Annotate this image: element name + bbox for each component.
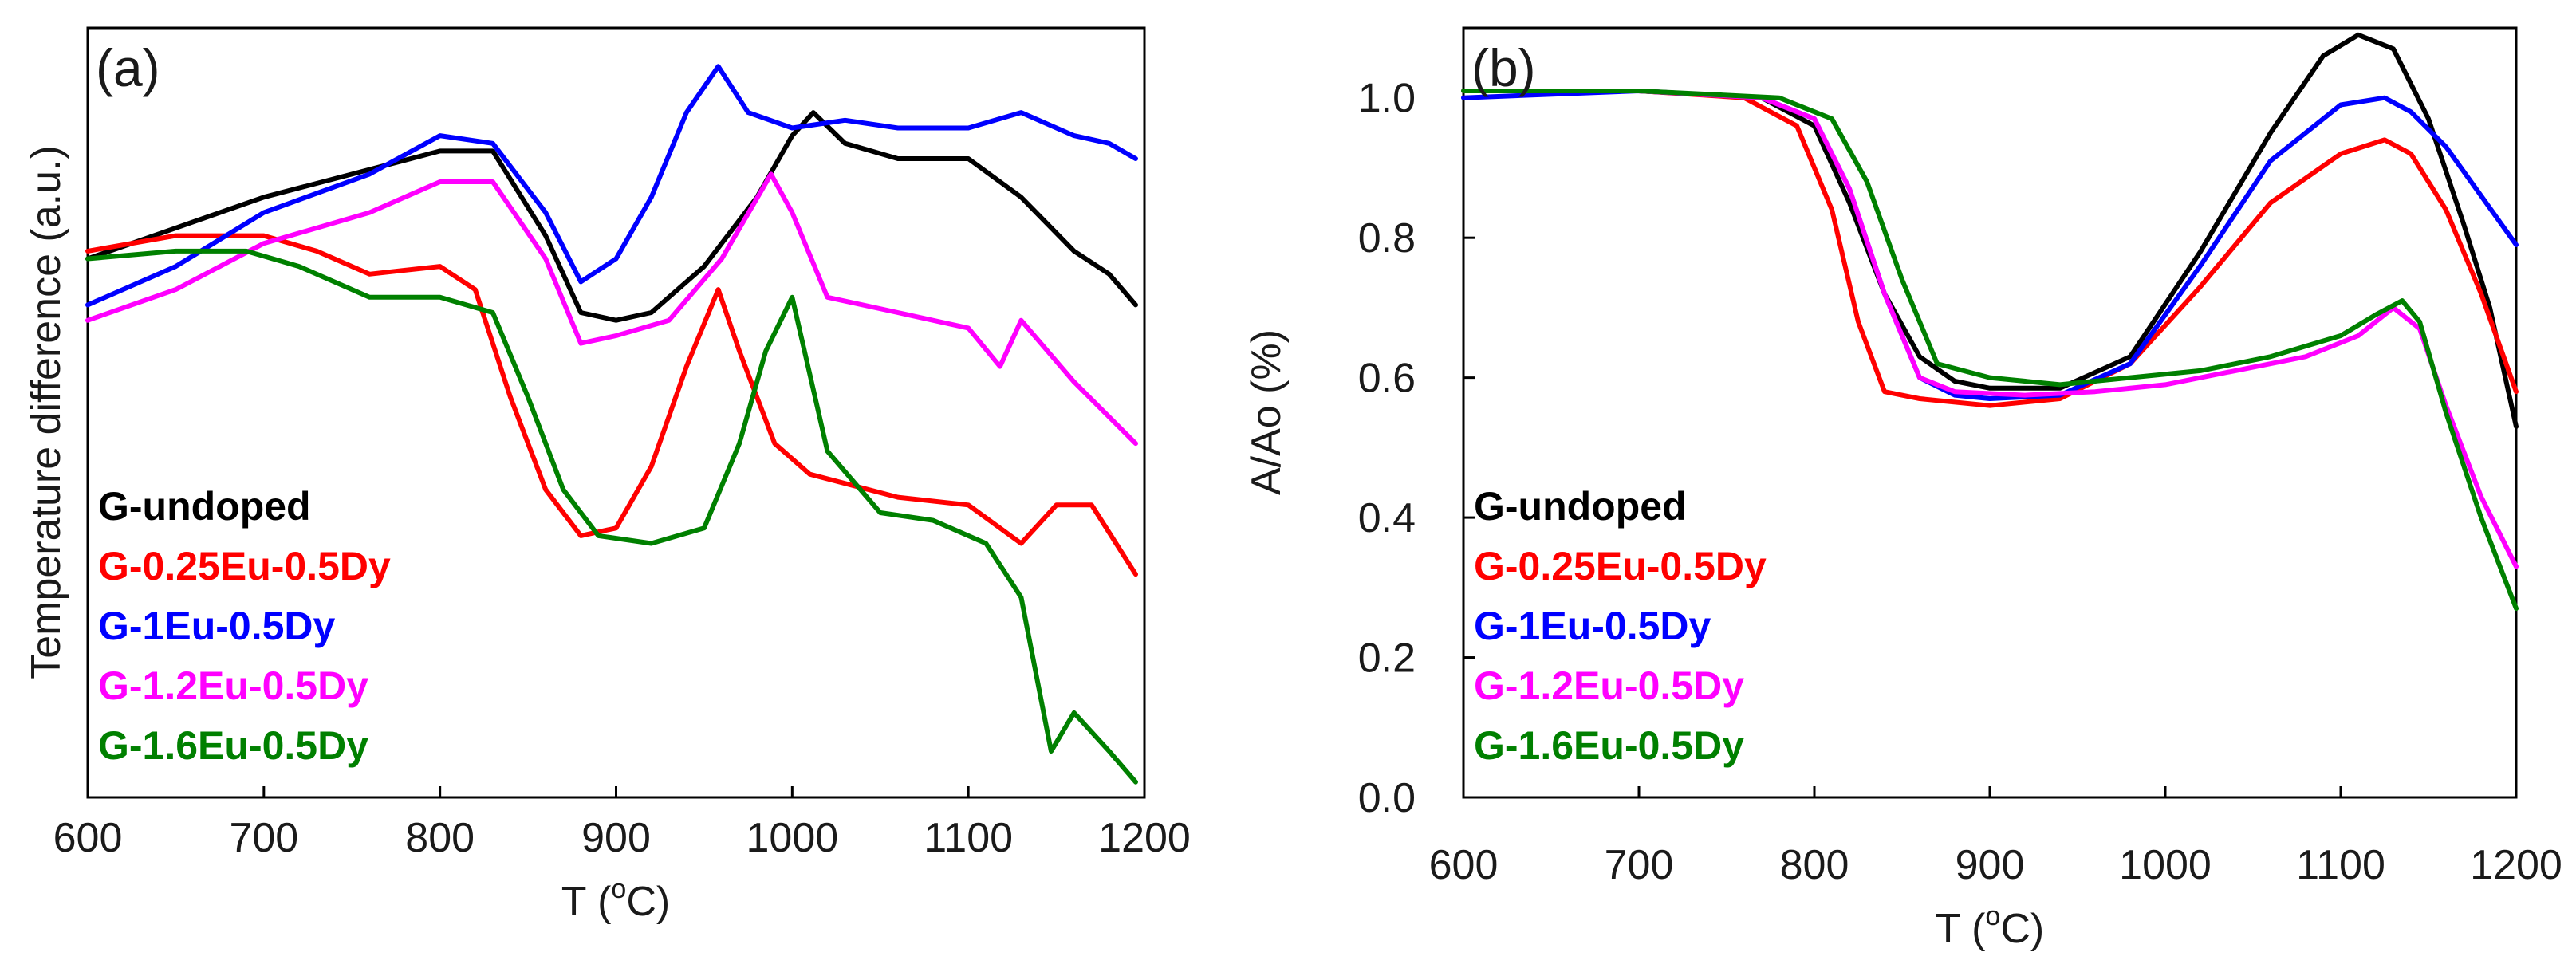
legend-entry-a-3: G-1.2Eu-0.5Dy (98, 663, 368, 708)
series-line-b-1 (1461, 89, 2519, 408)
legend-entry-b-0: G-undoped (1474, 484, 1687, 529)
panel-b: 600 700 800 900 1000 1100 1200 0.0 0.2 0.4 0.6 0.8 1… (1243, 26, 2562, 952)
x-tick-label-a-6: 1200 (1098, 815, 1191, 861)
legend-entry-a-2: G-1Eu-0.5Dy (98, 604, 336, 648)
x-axis-title-b-start: T ( (1936, 906, 1986, 952)
series-line-b-0 (1461, 32, 2519, 429)
legend-entry-b-4: G-1.6Eu-0.5Dy (1474, 723, 1744, 768)
ticks-b: 600 700 800 900 1000 1100 1200 0.0 0.2 0.4 0.6 0.8 1… (1358, 76, 2562, 888)
x-axis-title-a-sup: o (611, 874, 626, 904)
y-axis-title-a: Temperature difference (a.u.) (23, 145, 69, 679)
y-tick-label-b-2: 0.4 (1358, 495, 1416, 541)
series-line-a-1 (85, 233, 1138, 577)
series-line-a-0 (85, 110, 1138, 323)
x-tick-label-b-6: 1200 (2470, 842, 2562, 888)
x-tick-label-a-5: 1100 (924, 815, 1013, 861)
series-lines-a (85, 64, 1138, 785)
x-tick-label-b-4: 1000 (2119, 842, 2212, 888)
series-line-b-2 (1461, 89, 2519, 401)
x-tick-label-b-0: 600 (1429, 842, 1499, 888)
series-line-b-4 (1461, 89, 2519, 612)
x-axis-title-b-sup: o (1985, 901, 2000, 931)
x-tick-label-b-1: 700 (1605, 842, 1674, 888)
x-tick-label-b-5: 1100 (2296, 842, 2385, 888)
panel-label-b: (b) (1471, 38, 1536, 97)
x-tick-label-a-4: 1000 (746, 815, 838, 861)
y-tick-label-b-4: 0.8 (1358, 215, 1416, 262)
x-axis-title-b-end: C) (2000, 906, 2044, 952)
legend-entry-a-4: G-1.6Eu-0.5Dy (98, 723, 368, 768)
x-tick-label-b-2: 800 (1780, 842, 1849, 888)
legend-entry-a-1: G-0.25Eu-0.5Dy (98, 544, 391, 588)
x-ticks-a: 600 700 800 900 1000 1100 1200 (53, 786, 1191, 861)
series-lines-b (1461, 32, 2519, 612)
legend-entry-b-2: G-1Eu-0.5Dy (1474, 604, 1711, 648)
y-tick-label-b-0: 0.0 (1358, 775, 1416, 821)
series-line-a-4 (85, 248, 1138, 785)
panel-a: 600 700 800 900 1000 1100 1200 (a) Temperature… (23, 26, 1191, 925)
panel-label-a: (a) (96, 38, 160, 97)
legend-entry-a-0: G-undoped (98, 484, 311, 529)
x-tick-label-a-3: 900 (581, 815, 651, 861)
x-axis-title-a-end: C) (626, 879, 670, 925)
x-axis-title-b: T (oC) (1936, 901, 2044, 952)
y-tick-label-b-3: 0.6 (1358, 356, 1416, 402)
series-line-a-2 (85, 64, 1138, 308)
y-tick-label-b-1: 0.2 (1358, 636, 1416, 682)
x-axis-title-a-start: T ( (561, 879, 612, 925)
legend-b: G-undoped G-0.25Eu-0.5Dy G-1Eu-0.5Dy G-1.2E… (1474, 484, 1767, 768)
series-line-a-3 (85, 171, 1138, 447)
x-tick-label-a-2: 800 (405, 815, 475, 861)
legend-entry-b-1: G-0.25Eu-0.5Dy (1474, 544, 1767, 588)
x-tick-label-b-3: 900 (1956, 842, 2025, 888)
x-tick-label-a-1: 700 (229, 815, 298, 861)
y-tick-label-b-5: 1.0 (1358, 76, 1416, 122)
legend-entry-b-3: G-1.2Eu-0.5Dy (1474, 663, 1744, 708)
x-tick-label-a-0: 600 (53, 815, 123, 861)
y-axis-title-b: A/Ao (%) (1243, 329, 1290, 495)
x-axis-title-a: T (oC) (561, 874, 670, 925)
legend-a: G-undoped G-0.25Eu-0.5Dy G-1Eu-0.5Dy G-1.2E… (98, 484, 391, 768)
